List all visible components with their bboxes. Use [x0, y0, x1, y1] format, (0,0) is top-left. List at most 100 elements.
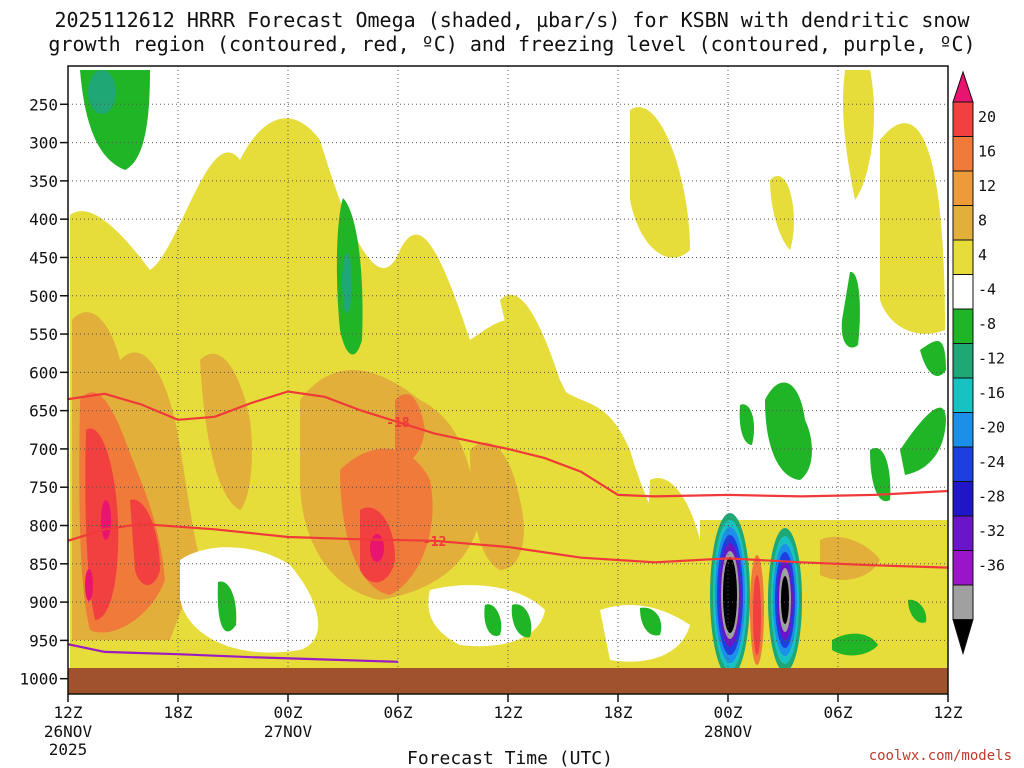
- y-tick-label: 250: [29, 95, 58, 114]
- contours: -12 -18: [68, 390, 948, 663]
- x-tick-date: 28NOV: [704, 722, 753, 741]
- credit-text: coolwx.com/models: [869, 748, 1012, 764]
- x-tick-date: 27NOV: [264, 722, 313, 741]
- omega-region-weak-ascent: [770, 176, 794, 250]
- omega-region-descent: [900, 407, 946, 475]
- colorbar-label: -24: [978, 453, 1005, 471]
- colorbar-swatch: [952, 308, 974, 344]
- contour-line: [68, 522, 948, 569]
- colorbar-label: -36: [978, 557, 1005, 575]
- y-tick-label: 350: [29, 172, 58, 191]
- omega-region-descent: [908, 599, 927, 623]
- x-tick-label: 12Z: [494, 703, 523, 722]
- x-tick-label: 18Z: [604, 703, 633, 722]
- chart-title-line2: growth region (contoured, red, ºC) and f…: [48, 32, 975, 56]
- y-tick-label: 600: [29, 363, 58, 382]
- colorbar-swatch: [952, 136, 974, 172]
- colorbar-swatch: [952, 377, 974, 413]
- colorbar-swatch: [952, 70, 974, 103]
- colorbar-swatch: [952, 274, 974, 310]
- contour-line: [68, 390, 948, 498]
- omega-region-descent: [511, 604, 532, 638]
- y-tick-label: 1000: [19, 670, 58, 689]
- x-axis-title: Forecast Time (UTC): [407, 748, 613, 768]
- colorbar-label: -20: [978, 419, 1005, 437]
- colorbar-swatch: [952, 343, 974, 379]
- colorbar-swatch: [952, 584, 974, 620]
- colorbar-label: -28: [978, 488, 1005, 506]
- colorbar-swatch: [952, 446, 974, 482]
- x-tick-label: 12Z: [54, 703, 83, 722]
- y-tick-label: 550: [29, 325, 58, 344]
- colorbar-label: -32: [978, 522, 1005, 540]
- x-tick-label: 06Z: [824, 703, 853, 722]
- colorbar-swatch: [952, 481, 974, 517]
- colorbar-label: -12: [978, 350, 1005, 368]
- ground-fill: [68, 668, 948, 694]
- contour-label: -12: [423, 535, 446, 550]
- omega-region-moderate-ascent: [470, 442, 524, 570]
- x-tick-label: 00Z: [714, 703, 743, 722]
- colorbar: 20 16 12 8 4 -4 -8 -12 -16 -20 -24 -28 -32 -36: [952, 70, 1005, 656]
- colorbar-label: 8: [978, 212, 987, 230]
- omega-region-descent: [765, 382, 812, 480]
- y-tick-label: 900: [29, 593, 58, 612]
- colorbar-label: 16: [978, 143, 996, 161]
- omega-region-descent: [870, 448, 891, 502]
- omega-region-strong-ascent: [395, 394, 425, 461]
- omega-region-descent: [217, 581, 237, 632]
- colorbar-label: -16: [978, 384, 1005, 402]
- y-tick-label: 750: [29, 478, 58, 497]
- omega-region-descent: [920, 341, 946, 376]
- x-tick-label: 18Z: [164, 703, 193, 722]
- omega-region-near-zero: [600, 605, 690, 662]
- colorbar-label: 20: [978, 108, 996, 126]
- y-tick-label: 850: [29, 555, 58, 574]
- y-tick-label: 450: [29, 248, 58, 267]
- x-tick-date: 26NOV: [44, 722, 93, 741]
- omega-region-max-ascent: [85, 569, 93, 601]
- omega-region-ascent-core: [753, 575, 761, 655]
- colorbar-swatch: [952, 619, 974, 656]
- chart-title-line1: 2025112612 HRRR Forecast Omega (shaded, …: [54, 8, 970, 32]
- colorbar-label: -8: [978, 315, 996, 333]
- omega-region-weak-ascent: [630, 107, 690, 258]
- y-tick-label: 800: [29, 517, 58, 536]
- omega-region-moderate-ascent: [200, 353, 252, 510]
- x-tick-label: 06Z: [384, 703, 413, 722]
- y-tick-label: 300: [29, 134, 58, 153]
- y-tick-label: 650: [29, 402, 58, 421]
- omega-region-descent-strong: [88, 70, 116, 114]
- omega-region-weak-ascent: [500, 294, 660, 560]
- omega-region-max-ascent: [370, 534, 384, 562]
- omega-region-weak-ascent: [843, 70, 875, 200]
- colorbar-swatch: [952, 239, 974, 275]
- omega-region-max-ascent: [101, 500, 111, 540]
- omega-region-descent: [832, 633, 878, 656]
- colorbar-swatch: [952, 550, 974, 586]
- colorbar-label: 4: [978, 246, 987, 264]
- omega-region-moderate-ascent: [820, 536, 880, 580]
- omega-region-weak-ascent: [880, 123, 945, 334]
- x-tick-year: 2025: [49, 740, 88, 759]
- colorbar-swatch: [952, 101, 974, 137]
- y-tick-label: 500: [29, 287, 58, 306]
- x-tick-label: 12Z: [934, 703, 963, 722]
- contour-label: -18: [386, 416, 410, 431]
- colorbar-swatch: [952, 205, 974, 241]
- omega-shading: [70, 70, 948, 680]
- y-tick-label: 400: [29, 210, 58, 229]
- x-tick-label: 00Z: [274, 703, 303, 722]
- omega-region-descent: [841, 271, 860, 348]
- omega-region-strong-descent: [723, 557, 737, 633]
- omega-region-descent: [484, 604, 502, 636]
- omega-region-descent: [739, 404, 755, 445]
- omega-region-descent-strong: [342, 253, 352, 313]
- y-tick-label: 950: [29, 631, 58, 650]
- omega-region-descent: [640, 607, 662, 636]
- omega-region-strong-descent: [781, 576, 789, 624]
- contour-line: [68, 643, 399, 663]
- colorbar-label: 12: [978, 177, 996, 195]
